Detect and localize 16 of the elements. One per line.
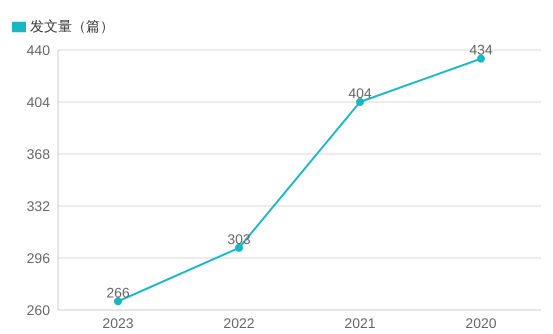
- x-tick-label: 2023: [102, 314, 134, 331]
- y-tick-label: 404: [26, 94, 50, 110]
- x-tick-label: 2021: [344, 314, 376, 331]
- legend-label: 发文量（篇）: [30, 18, 114, 34]
- data-label: 266: [106, 284, 130, 300]
- data-label: 434: [469, 42, 493, 58]
- y-tick-label: 296: [26, 250, 50, 266]
- point: [477, 54, 485, 63]
- point: [356, 98, 364, 106]
- data-label: 404: [348, 85, 372, 101]
- y-tick-label: 332: [26, 198, 50, 214]
- y-tick-label: 440: [26, 42, 50, 58]
- y-tick-label: 368: [26, 146, 50, 162]
- x-tick-label: 2022: [223, 314, 255, 331]
- y-tick-label: 260: [26, 302, 50, 318]
- x-tick-label: 2020: [465, 314, 497, 331]
